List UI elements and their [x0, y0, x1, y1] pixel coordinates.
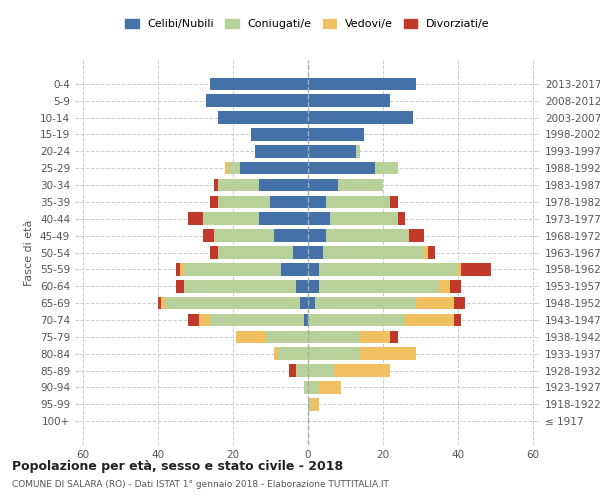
Text: Popolazione per età, sesso e stato civile - 2018: Popolazione per età, sesso e stato civil…	[12, 460, 343, 473]
Bar	[157, 297, 161, 310]
Bar	[270, 196, 308, 208]
Bar	[255, 145, 308, 158]
Bar	[398, 212, 405, 225]
Bar	[308, 297, 315, 310]
Bar	[360, 348, 416, 360]
Bar	[218, 178, 259, 192]
Bar	[323, 246, 424, 259]
Bar	[326, 196, 390, 208]
Bar	[251, 128, 308, 141]
Bar	[311, 398, 319, 410]
Bar	[293, 246, 308, 259]
Bar	[308, 196, 326, 208]
Bar	[319, 263, 458, 276]
Bar	[304, 314, 308, 326]
Bar	[450, 280, 461, 292]
Bar	[229, 162, 240, 174]
Bar	[210, 246, 218, 259]
Bar	[176, 280, 184, 292]
Bar	[203, 230, 214, 242]
Bar	[180, 263, 184, 276]
Bar	[266, 330, 308, 343]
Bar	[356, 145, 360, 158]
Bar	[203, 212, 259, 225]
Text: COMUNE DI SALARA (RO) - Dati ISTAT 1° gennaio 2018 - Elaborazione TUTTITALIA.IT: COMUNE DI SALARA (RO) - Dati ISTAT 1° ge…	[12, 480, 389, 489]
Y-axis label: Fasce di età: Fasce di età	[25, 220, 34, 286]
Bar	[240, 162, 308, 174]
Bar	[424, 246, 427, 259]
Bar	[277, 348, 308, 360]
Bar	[308, 263, 319, 276]
Legend: Celibi/Nubili, Coniugati/e, Vedovi/e, Divorziati/e: Celibi/Nubili, Coniugati/e, Vedovi/e, Di…	[122, 16, 493, 32]
Bar	[334, 364, 390, 377]
Bar	[296, 364, 308, 377]
Bar	[225, 162, 229, 174]
Bar	[439, 280, 450, 292]
Bar	[315, 297, 416, 310]
Bar	[337, 178, 383, 192]
Bar	[375, 162, 398, 174]
Bar	[308, 128, 364, 141]
Bar	[461, 263, 491, 276]
Bar	[308, 280, 319, 292]
Bar	[308, 348, 360, 360]
Bar	[274, 348, 277, 360]
Bar	[427, 246, 435, 259]
Bar	[454, 314, 461, 326]
Bar	[218, 111, 308, 124]
Bar	[214, 230, 274, 242]
Bar	[308, 398, 311, 410]
Bar	[308, 314, 405, 326]
Bar	[199, 314, 210, 326]
Bar	[300, 297, 308, 310]
Bar	[281, 263, 308, 276]
Bar	[308, 111, 413, 124]
Bar	[210, 196, 218, 208]
Bar	[405, 314, 454, 326]
Bar	[308, 230, 326, 242]
Bar	[360, 330, 390, 343]
Bar	[176, 263, 180, 276]
Bar	[236, 330, 266, 343]
Bar	[210, 314, 304, 326]
Bar	[214, 178, 218, 192]
Bar	[409, 230, 424, 242]
Bar	[308, 330, 360, 343]
Bar	[308, 162, 375, 174]
Bar	[296, 280, 308, 292]
Bar	[165, 297, 300, 310]
Bar	[330, 212, 398, 225]
Bar	[319, 381, 341, 394]
Bar	[326, 230, 409, 242]
Bar	[187, 314, 199, 326]
Bar	[308, 364, 334, 377]
Bar	[184, 263, 281, 276]
Bar	[308, 145, 356, 158]
Bar	[458, 263, 461, 276]
Bar	[274, 230, 308, 242]
Bar	[210, 78, 308, 90]
Bar	[259, 178, 308, 192]
Bar	[304, 381, 308, 394]
Bar	[308, 178, 337, 192]
Bar	[187, 212, 203, 225]
Bar	[259, 212, 308, 225]
Bar	[416, 297, 454, 310]
Bar	[308, 94, 390, 107]
Bar	[184, 280, 296, 292]
Bar	[390, 196, 398, 208]
Bar	[218, 196, 270, 208]
Bar	[454, 297, 465, 310]
Bar	[206, 94, 308, 107]
Bar	[308, 78, 416, 90]
Bar	[161, 297, 165, 310]
Bar	[308, 246, 323, 259]
Bar	[308, 381, 319, 394]
Bar	[218, 246, 293, 259]
Bar	[308, 212, 330, 225]
Bar	[289, 364, 296, 377]
Bar	[390, 330, 398, 343]
Bar	[319, 280, 439, 292]
